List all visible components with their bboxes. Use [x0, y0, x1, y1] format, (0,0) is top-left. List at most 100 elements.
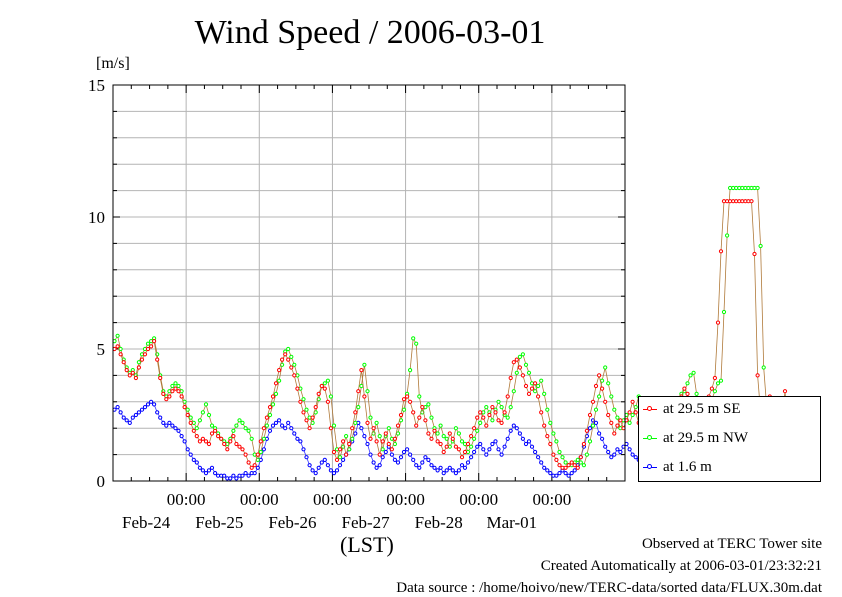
point-se — [529, 386, 535, 391]
point-se — [325, 399, 330, 404]
point-se — [481, 415, 486, 420]
point-low — [523, 441, 529, 447]
point-se — [371, 426, 376, 431]
point-low — [182, 439, 187, 444]
point-nw — [630, 412, 635, 418]
point-low — [548, 471, 553, 476]
point-se — [533, 381, 538, 386]
point-se — [511, 360, 516, 365]
point-low — [328, 468, 333, 473]
point-se — [423, 418, 428, 423]
point-se — [149, 344, 154, 349]
point-nw — [615, 415, 620, 420]
point-nw — [194, 426, 199, 431]
point-se — [246, 460, 251, 465]
point-low — [155, 410, 160, 415]
point-se — [118, 352, 123, 357]
legend-label-nw: at 29.5 m NW — [663, 430, 748, 446]
point-se — [258, 439, 263, 444]
point-se — [398, 412, 404, 418]
x-tick-label-time: 00:00 — [313, 490, 352, 509]
point-nw — [761, 365, 766, 370]
point-nw — [395, 431, 401, 436]
point-se — [328, 426, 333, 431]
point-se — [231, 434, 236, 439]
point-se — [286, 357, 291, 362]
point-se — [307, 426, 312, 431]
point-se — [341, 439, 346, 444]
point-se — [216, 434, 221, 439]
point-nw — [264, 423, 269, 428]
point-nw — [508, 405, 513, 410]
footer-site: Observed at TERC Tower site — [641, 536, 822, 552]
point-nw — [411, 336, 416, 341]
point-se — [557, 463, 562, 468]
point-low — [145, 402, 151, 407]
point-nw — [203, 402, 209, 407]
point-nw — [600, 378, 605, 383]
point-se — [429, 436, 434, 441]
point-low — [273, 420, 279, 425]
point-low — [432, 465, 437, 470]
point-se — [593, 383, 599, 389]
point-low — [310, 468, 315, 473]
point-se — [472, 426, 477, 431]
point-low — [587, 426, 593, 431]
x-tick-label-date: Feb-27 — [341, 513, 390, 532]
point-low — [295, 436, 300, 441]
point-se — [310, 415, 315, 420]
point-low — [496, 447, 501, 452]
point-nw — [286, 346, 291, 352]
point-nw — [456, 431, 461, 436]
point-se — [438, 441, 443, 447]
point-low — [493, 439, 498, 444]
point-se — [115, 344, 120, 349]
point-nw — [380, 447, 385, 452]
point-se — [243, 452, 248, 457]
point-nw — [322, 381, 327, 386]
point-se — [347, 441, 352, 447]
point-low — [161, 420, 166, 425]
point-nw — [694, 391, 699, 396]
point-se — [313, 405, 318, 410]
point-se — [453, 444, 458, 449]
point-low — [600, 436, 605, 441]
point-se — [334, 457, 340, 462]
point-nw — [511, 389, 516, 394]
point-se — [368, 436, 373, 441]
point-low — [447, 465, 452, 470]
point-low — [380, 455, 385, 460]
point-low — [228, 476, 233, 481]
point-low — [127, 420, 132, 425]
point-se — [362, 394, 367, 399]
point-low — [511, 423, 516, 428]
point-low — [334, 468, 340, 473]
y-tick-label: 15 — [88, 76, 105, 95]
point-nw — [514, 370, 519, 375]
point-nw — [755, 185, 760, 191]
point-se — [566, 463, 571, 468]
point-nw — [292, 362, 297, 367]
point-low — [353, 431, 358, 436]
point-low — [572, 468, 577, 473]
point-low — [176, 428, 181, 433]
point-se — [252, 463, 257, 468]
y-tick-label: 10 — [88, 208, 105, 227]
point-se — [255, 452, 260, 457]
point-low — [188, 452, 193, 457]
point-se — [465, 441, 471, 447]
legend-item-se: at 29.5 m SE — [639, 399, 820, 421]
point-se — [283, 352, 288, 357]
point-low — [484, 452, 489, 457]
point-low — [627, 447, 632, 452]
point-nw — [721, 309, 727, 315]
point-se — [542, 423, 547, 428]
point-se — [158, 375, 163, 381]
point-se — [539, 410, 544, 415]
point-se — [441, 449, 446, 455]
point-low — [420, 460, 425, 465]
point-low — [597, 431, 602, 436]
point-nw — [249, 436, 254, 441]
point-nw — [118, 346, 123, 352]
legend-item-nw: at 29.5 m NW — [639, 428, 820, 450]
